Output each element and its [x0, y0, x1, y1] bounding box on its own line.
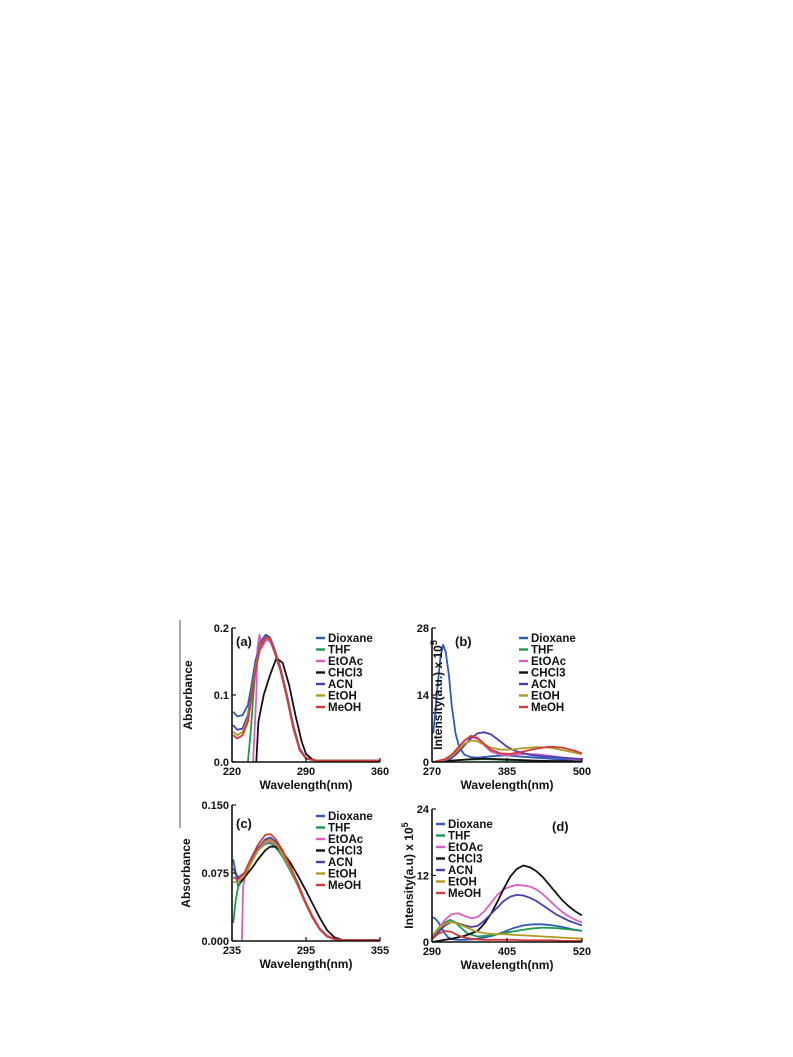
series-line-etoh — [433, 739, 582, 762]
y-tick-label: 0.1 — [214, 690, 229, 702]
legend-label: EtOAc — [328, 834, 364, 846]
series-group — [432, 643, 582, 762]
y-tick-label: 0 — [423, 757, 429, 769]
legend-label: MeOH — [328, 880, 361, 892]
y-tick-label: 0.000 — [201, 936, 229, 948]
legend-label: ACN — [328, 857, 353, 869]
chart-panel-a: 220 290 360 0.0 0.1 0.2 Wavelength(nm) Absorban… — [181, 623, 389, 792]
x-axis-label: Wavelength(nm) — [461, 778, 554, 792]
panel-label: (a) — [236, 634, 252, 649]
x-tick-label: 295 — [297, 945, 315, 957]
legend-label: CHCl3 — [531, 668, 566, 680]
x-tick-label: 270 — [423, 766, 441, 778]
series-group — [232, 633, 380, 762]
y-tick-label: 0.2 — [214, 623, 229, 635]
x-tick-label: 385 — [498, 766, 516, 778]
series-line-chcl3 — [433, 757, 582, 762]
legend-label: EtOAc — [328, 656, 364, 668]
legend-label: CHCl3 — [328, 668, 363, 680]
y-axis-label-text: Absorbance — [181, 660, 195, 730]
panel-label: (c) — [236, 816, 252, 831]
legend-label: EtOH — [328, 869, 357, 881]
series-line-etoac — [432, 884, 582, 938]
series-line-dioxane — [432, 916, 582, 941]
legend-label: CHCl3 — [328, 846, 363, 858]
legend-label: EtOAc — [448, 842, 484, 854]
y-axis-label: Absorbance — [181, 660, 195, 730]
x-axis-label: Wavelength(nm) — [260, 957, 353, 971]
panel-label: (d) — [552, 819, 569, 834]
y-tick-label: 12 — [417, 871, 429, 883]
y-axis-label: Absorbance — [179, 838, 193, 908]
y-tick-label: 24 — [417, 804, 430, 816]
legend-label: Dioxane — [448, 819, 493, 831]
x-tick-label: 405 — [498, 946, 516, 958]
series-line-meoh — [432, 930, 582, 942]
y-axis-label-text: Intensity(a.u) x 10 — [402, 827, 416, 929]
legend-label: CHCl3 — [448, 854, 483, 866]
x-tick-label: 290 — [297, 766, 315, 778]
legend-label: ACN — [328, 679, 353, 691]
legend-label: THF — [328, 823, 350, 835]
chart-panel-c: 235 295 355 0.000 0.075 0.150 Wavelength(nm) Ab… — [179, 800, 389, 971]
legend-label: MeOH — [448, 888, 481, 900]
y-axis-label: Intensity(a.u.) x 105 — [429, 640, 445, 750]
y-axis-label-exponent: 5 — [400, 822, 410, 827]
series-line-meoh — [433, 734, 582, 762]
x-tick-label: 355 — [371, 945, 389, 957]
y-tick-label: 0.150 — [201, 800, 229, 812]
chart-panel-b: 270 385 500 0 14 28 Wavelength(nm) Intensity(a.… — [417, 623, 591, 792]
legend-label: ACN — [531, 679, 556, 691]
series-line-thf — [432, 918, 582, 940]
y-axis-label-text: Intensity(a.u.) x 10 — [431, 645, 445, 750]
legend-label: THF — [328, 645, 350, 657]
x-tick-label: 220 — [223, 766, 241, 778]
legend-label: ACN — [448, 865, 473, 877]
series-line-acn — [433, 731, 582, 762]
series-line-meoh — [232, 833, 380, 941]
legend-label: EtOH — [448, 877, 477, 889]
legend-label: EtOH — [328, 691, 357, 703]
x-tick-label: 360 — [371, 766, 389, 778]
y-axis-label-exponent: 5 — [429, 640, 439, 645]
legend-label: THF — [448, 831, 470, 843]
legend-label: MeOH — [328, 702, 361, 714]
charts-layer: 220 290 360 0.0 0.1 0.2 Wavelength(nm) Absorban… — [179, 623, 591, 972]
legend-label: Dioxane — [531, 633, 576, 645]
x-tick-label: 500 — [573, 766, 591, 778]
legend-label: EtOH — [531, 691, 560, 703]
x-axis-label: Wavelength(nm) — [260, 778, 353, 792]
x-tick-label: 235 — [223, 945, 241, 957]
x-tick-label: 290 — [423, 946, 441, 958]
x-axis-label: Wavelength(nm) — [461, 958, 554, 972]
legend-label: Dioxane — [328, 811, 373, 823]
y-tick-label: 0.0 — [214, 757, 229, 769]
legend-label: Dioxane — [328, 633, 373, 645]
y-tick-label: 28 — [417, 623, 429, 635]
series-group — [432, 864, 582, 942]
chart-panel-d: 290 405 520 0 12 24 Wavelength(nm) Intensity(a.… — [400, 804, 591, 972]
legend-label: MeOH — [531, 702, 564, 714]
series-group — [232, 833, 380, 941]
y-tick-label: 0.075 — [201, 868, 229, 880]
legend-label: EtOAc — [531, 656, 567, 668]
panel-label: (b) — [455, 634, 472, 649]
series-line-meoh — [232, 637, 380, 762]
y-tick-label: 14 — [417, 690, 430, 702]
y-axis-label: Intensity(a.u) x 105 — [400, 822, 416, 928]
y-tick-label: 0 — [423, 937, 429, 949]
series-line-chcl3 — [432, 864, 582, 942]
y-axis-label-text: Absorbance — [179, 838, 193, 908]
series-line-etoh — [432, 921, 582, 940]
series-line-dioxane — [432, 643, 582, 762]
legend-label: THF — [531, 645, 553, 657]
x-tick-label: 520 — [573, 946, 591, 958]
